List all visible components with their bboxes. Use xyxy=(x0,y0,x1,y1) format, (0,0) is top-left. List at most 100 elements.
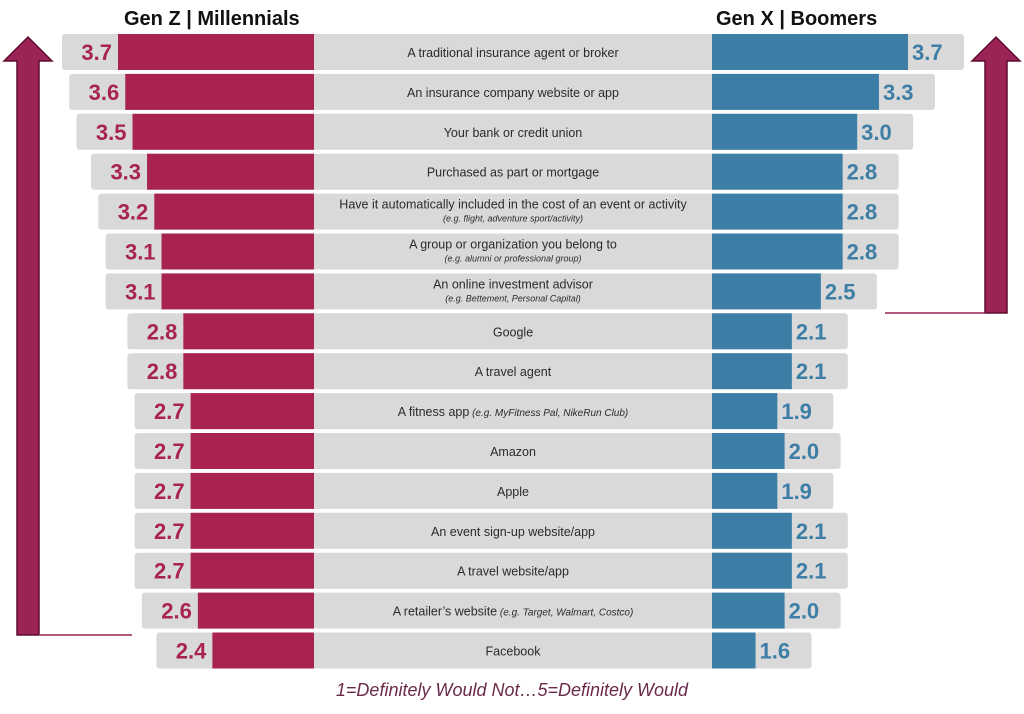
category-label-inline-sub: (e.g. Target, Walmart, Costco) xyxy=(497,608,633,619)
right-value-label: 1.9 xyxy=(781,479,812,504)
right-value-label: 2.0 xyxy=(789,599,820,624)
left-value-label: 2.6 xyxy=(161,599,192,624)
left-value-label: 2.7 xyxy=(154,399,185,424)
right-bar xyxy=(712,512,792,549)
right-value-label: 2.1 xyxy=(796,359,827,384)
right-bar xyxy=(712,353,792,390)
left-value-label: 2.7 xyxy=(154,479,185,504)
category-label: A travel website/app xyxy=(457,565,569,579)
left-value-label: 3.5 xyxy=(96,120,127,145)
left-bar xyxy=(132,113,314,150)
left-bar xyxy=(183,313,314,350)
right-value-label: 2.1 xyxy=(796,519,827,544)
left-value-label: 2.8 xyxy=(147,319,178,344)
left-bar xyxy=(161,233,314,270)
scale-footnote: 1=Definitely Would Not…5=Definitely Woul… xyxy=(335,680,689,700)
right-bar xyxy=(712,313,792,350)
category-label-main: A fitness app xyxy=(398,405,470,419)
right-value-label: 2.5 xyxy=(825,279,856,304)
category-label-main: An event sign-up website/app xyxy=(431,525,595,539)
category-label-inline-sub: (e.g. MyFitness Pal, NikeRun Club) xyxy=(469,408,628,419)
right-value-label: 2.8 xyxy=(847,200,878,225)
left-bar xyxy=(190,512,314,549)
category-label: An event sign-up website/app xyxy=(431,525,595,539)
category-label: A travel agent xyxy=(475,365,552,379)
left-bar xyxy=(183,353,314,390)
left-value-label: 3.1 xyxy=(125,279,156,304)
right-value-label: 3.0 xyxy=(861,120,892,145)
right-bar xyxy=(712,592,785,629)
left-value-label: 2.8 xyxy=(147,359,178,384)
category-label-main: A retailer’s website xyxy=(393,605,497,619)
left-bar xyxy=(190,393,314,430)
left-arrow xyxy=(2,35,54,636)
category-label: Amazon xyxy=(490,445,536,459)
left-bar xyxy=(125,73,314,110)
left-value-label: 3.1 xyxy=(125,240,156,265)
category-label: An insurance company website or app xyxy=(407,86,619,100)
right-value-label: 2.8 xyxy=(847,240,878,265)
left-bar xyxy=(161,273,314,310)
category-label-main: A travel website/app xyxy=(457,565,569,579)
category-label: A fitness app (e.g. MyFitness Pal, NikeR… xyxy=(398,405,629,419)
right-header: Gen X | Boomers xyxy=(716,8,878,30)
left-bar xyxy=(190,433,314,469)
right-value-label: 1.9 xyxy=(781,399,812,424)
row-track xyxy=(141,592,841,629)
right-bar xyxy=(712,113,858,150)
left-bar xyxy=(190,552,314,589)
right-value-label: 3.7 xyxy=(912,40,943,65)
category-label: Have it automatically included in the co… xyxy=(339,198,687,212)
right-bar xyxy=(712,34,908,70)
right-bar xyxy=(712,153,843,190)
category-label-main: An insurance company website or app xyxy=(407,86,619,100)
category-label-main: Apple xyxy=(497,485,529,499)
right-bar xyxy=(712,233,843,270)
right-bar xyxy=(712,73,879,110)
category-label-main: Purchased as part or mortgage xyxy=(427,166,599,180)
left-header: Gen Z | Millennials xyxy=(124,8,300,30)
left-value-label: 2.4 xyxy=(176,639,207,664)
row-track xyxy=(156,632,812,669)
right-bar xyxy=(712,433,785,469)
left-value-label: 3.7 xyxy=(81,40,112,65)
category-label: A retailer’s website (e.g. Target, Walma… xyxy=(393,605,634,619)
category-sublabel: (e.g. alumni or professional group) xyxy=(444,254,581,264)
left-bar xyxy=(190,472,314,509)
right-bar xyxy=(712,632,756,669)
category-sublabel: (e.g. flight, adventure sport/activity) xyxy=(443,214,583,224)
left-value-label: 3.3 xyxy=(110,160,141,185)
left-value-label: 2.7 xyxy=(154,519,185,544)
category-label: A traditional insurance agent or broker xyxy=(407,46,618,60)
right-value-label: 2.8 xyxy=(847,160,878,185)
left-bar xyxy=(154,193,314,230)
category-label: Apple xyxy=(497,485,529,499)
category-label-main: Facebook xyxy=(486,645,542,659)
category-label-main: Your bank or credit union xyxy=(444,126,583,140)
right-bar xyxy=(712,193,843,230)
right-bar xyxy=(712,552,792,589)
category-sublabel: (e.g. Bettement, Personal Capital) xyxy=(445,293,581,303)
right-arrow xyxy=(970,35,1022,314)
right-bar xyxy=(712,472,778,509)
right-bar xyxy=(712,273,821,310)
left-value-label: 2.7 xyxy=(154,559,185,584)
category-label-main: A travel agent xyxy=(475,365,552,379)
right-value-label: 2.1 xyxy=(796,319,827,344)
left-value-label: 2.7 xyxy=(154,439,185,464)
category-label-main: Google xyxy=(493,325,533,339)
left-bar xyxy=(197,592,314,629)
category-label: An online investment advisor xyxy=(433,277,593,291)
category-label: Facebook xyxy=(486,645,542,659)
left-bar xyxy=(118,34,314,70)
category-label: A group or organization you belong to xyxy=(409,238,617,252)
right-value-label: 2.1 xyxy=(796,559,827,584)
left-bar xyxy=(212,632,314,669)
category-label-main: A traditional insurance agent or broker xyxy=(407,46,618,60)
left-value-label: 3.2 xyxy=(118,200,149,225)
category-label: Your bank or credit union xyxy=(444,126,583,140)
category-label: Google xyxy=(493,325,533,339)
right-value-label: 1.6 xyxy=(760,639,791,664)
left-value-label: 3.6 xyxy=(89,80,120,105)
